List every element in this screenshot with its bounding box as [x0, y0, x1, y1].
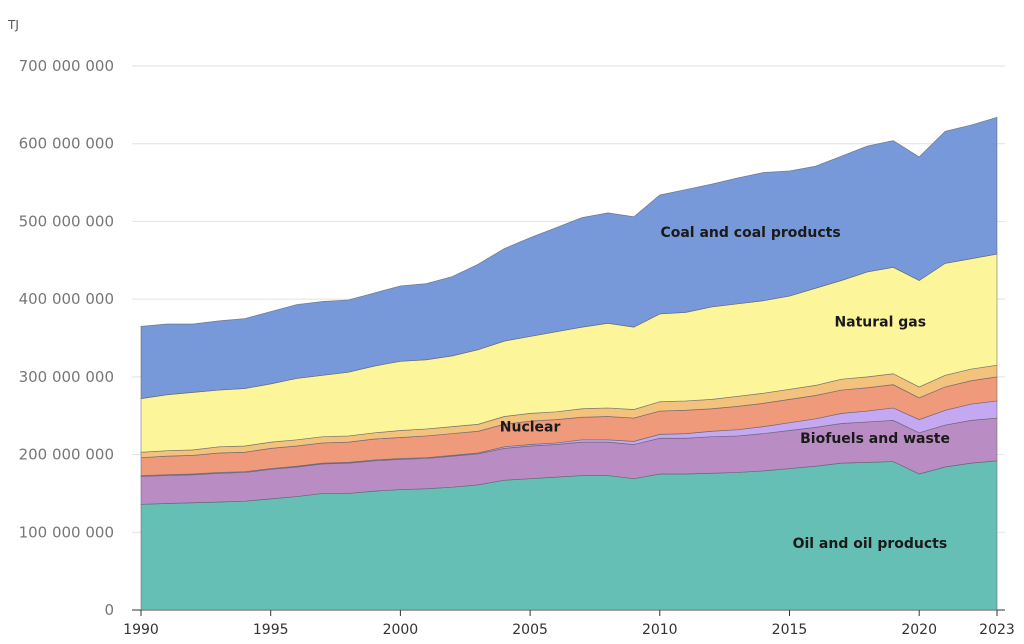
series-label: Oil and oil products: [793, 536, 948, 552]
series-label: Nuclear: [500, 419, 561, 435]
y-tick-label: 200 000 000: [19, 446, 114, 464]
y-axis-unit: TJ: [7, 18, 19, 32]
y-tick-label: 300 000 000: [19, 368, 114, 386]
y-tick-label: 500 000 000: [19, 212, 114, 230]
x-tick-label: 2005: [512, 622, 548, 638]
y-tick-label: 0: [104, 601, 114, 619]
series-label: Biofuels and waste: [800, 431, 950, 447]
x-tick-label: 2020: [901, 622, 937, 638]
area-series-6: [140, 116, 998, 400]
x-tick-label: 1990: [123, 622, 159, 638]
y-tick-label: 700 000 000: [19, 57, 114, 75]
series-label: Coal and coal products: [660, 225, 840, 241]
x-tick-label: 2015: [772, 622, 808, 638]
y-tick-label: 400 000 000: [19, 290, 114, 308]
x-tick-label: 2010: [642, 622, 678, 638]
series-label: Natural gas: [834, 314, 926, 330]
y-tick-label: 100 000 000: [19, 523, 114, 541]
x-tick-label: 2000: [383, 622, 419, 638]
x-tick-label: 1995: [253, 622, 289, 638]
x-tick-label: 2023: [979, 622, 1015, 638]
y-tick-label: 600 000 000: [19, 135, 114, 153]
